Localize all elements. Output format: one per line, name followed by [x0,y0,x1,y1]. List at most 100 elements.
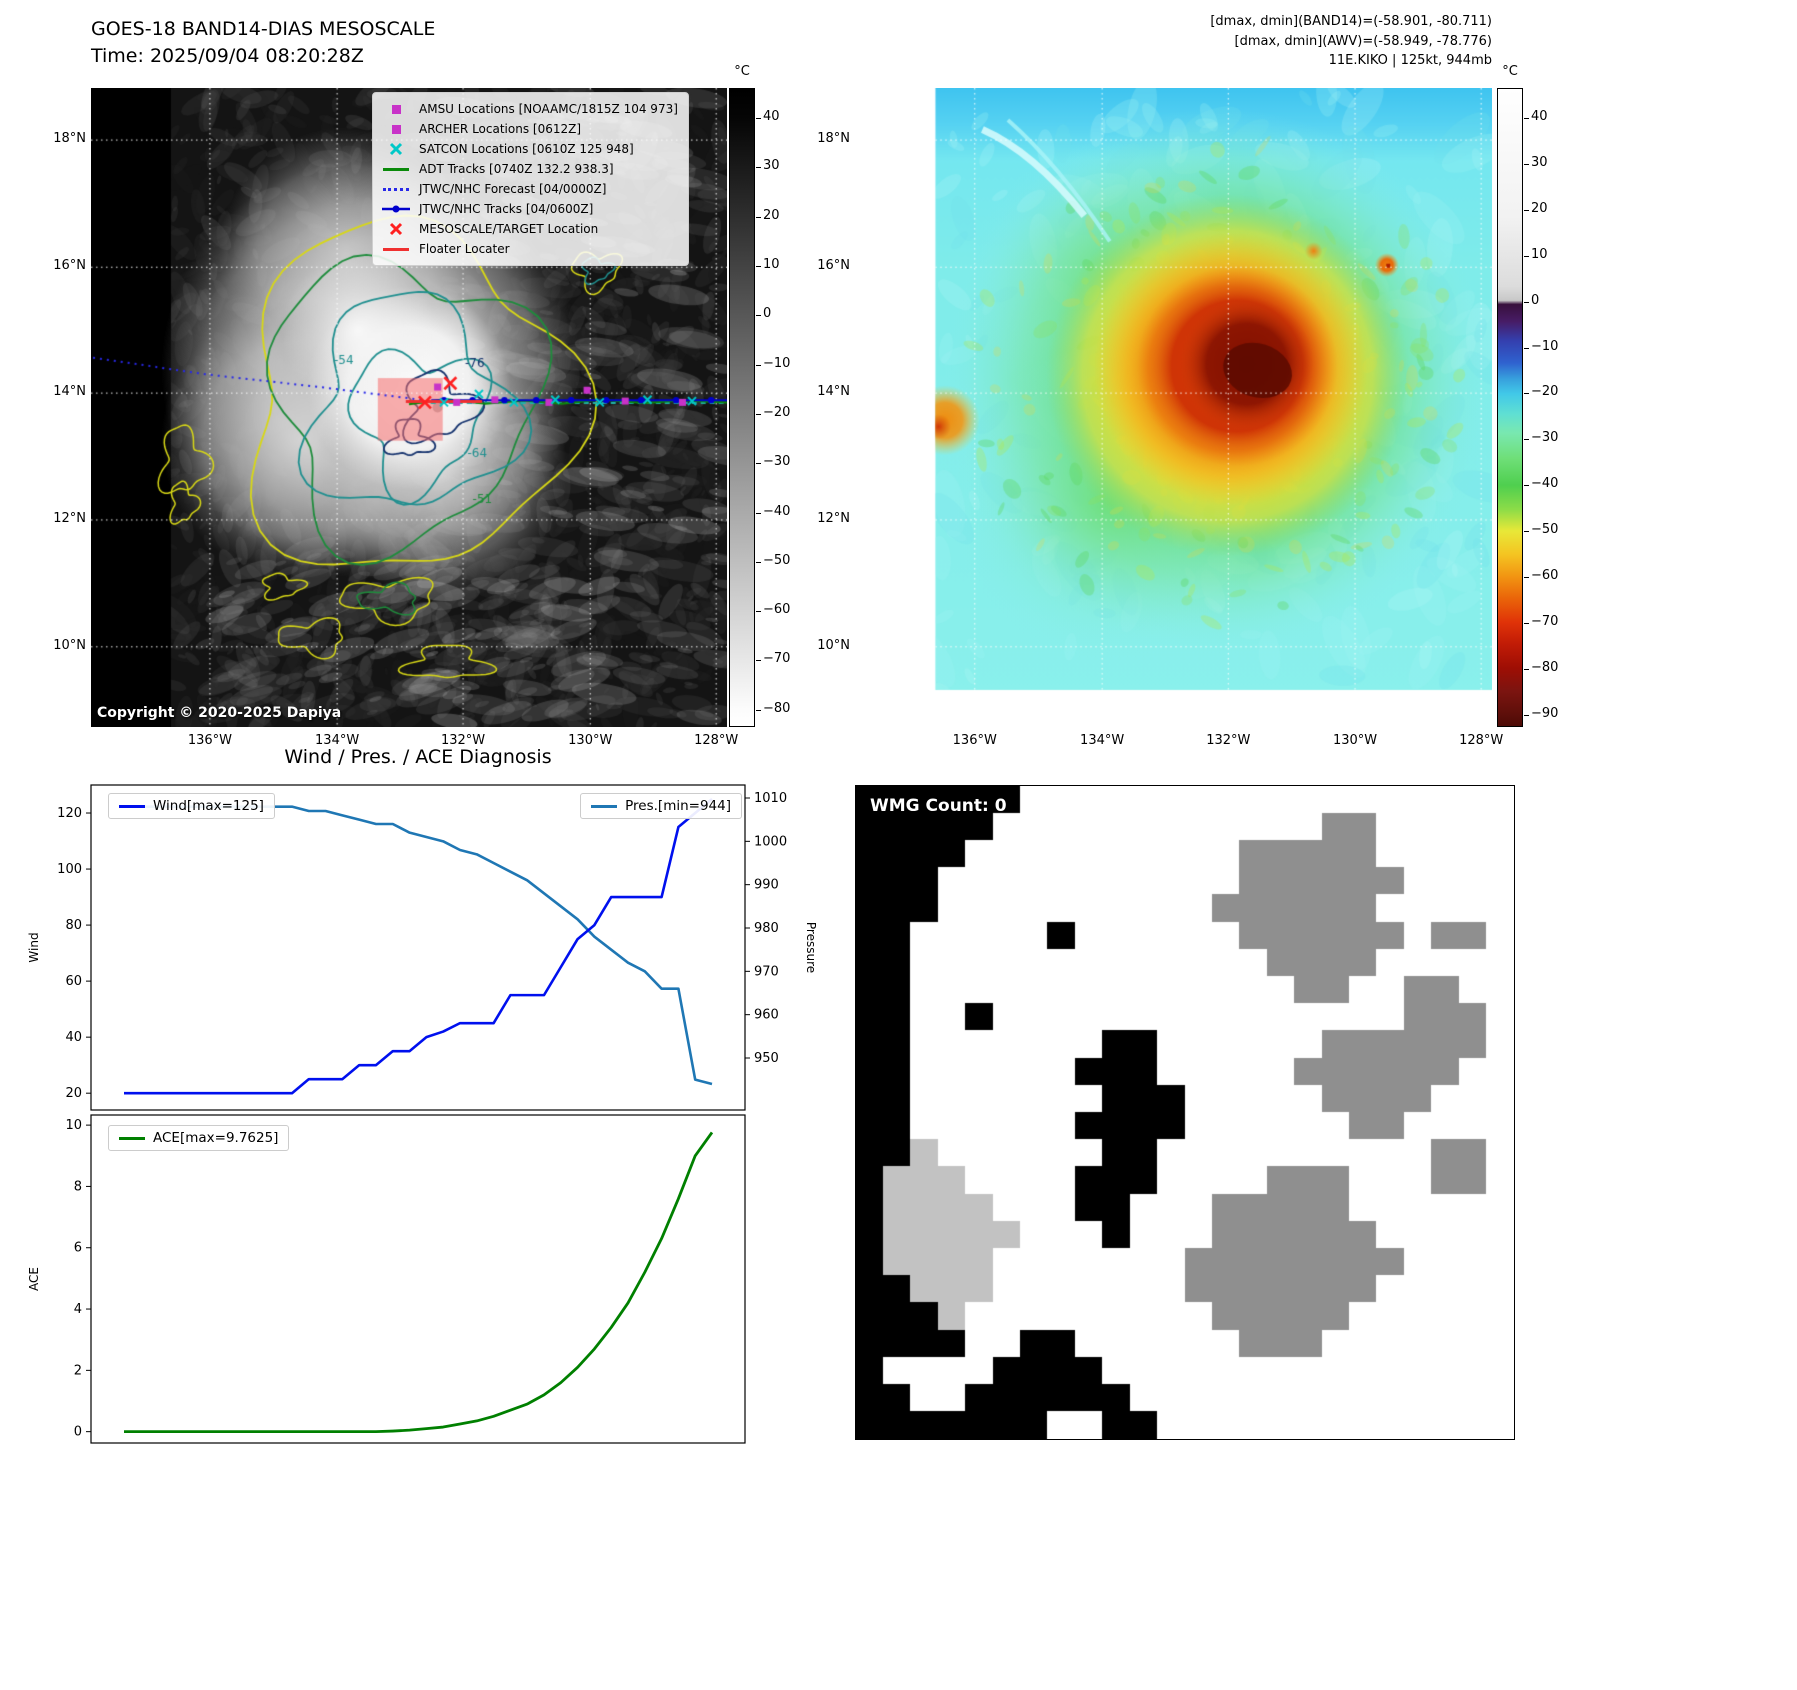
tl-colorbar-tick-label: 20 [763,207,780,223]
tl-lat-tick-label: 10°N [53,637,86,653]
tr-colorbar-tick-label: −20 [1531,384,1559,400]
tr-storm-id-line: 11E.KIKO | 125kt, 944mb [1328,53,1492,68]
ace-svg: 0 2 4 6 8 10 ACE [27,1114,746,1444]
tl-legend-item: MESOSCALE/TARGET Location [381,219,678,239]
tr-colorbar-tickmark [1524,301,1529,303]
tl-colorbar-tick-label: −70 [763,651,791,667]
tl-colorbar-tick-label: −50 [763,552,791,568]
ace-line-sample [119,1136,145,1140]
svg-text:960: 960 [754,1008,779,1023]
tr-colorbar-tickmark [1524,347,1529,349]
tl-lon-tick-label: 132°W [440,733,486,748]
wmg-panel: WMG Count: 0 [855,785,1515,1440]
tl-satellite-plot: AMSU Locations [NOAAMC/1815Z 104 973] ARC… [91,88,727,727]
tr-header-block: [dmax, dmin](BAND14)=(-58.901, -80.711) … [1210,12,1492,71]
tr-colorbar-tickmark [1524,531,1529,533]
tl-colorbar-tick-label: −40 [763,503,791,519]
tr-colorbar-tickmark [1524,209,1529,211]
wmg-count-label: WMG Count: 0 [870,796,1007,816]
tr-colorbar-tickmark [1524,714,1529,716]
tl-lon-tick-label: 130°W [568,733,613,748]
svg-text:0: 0 [74,1425,82,1440]
tl-colorbar-tickmark [756,167,761,169]
wind-legend: Wind[max=125] [108,793,275,819]
tl-colorbar-tickmark [756,315,761,317]
tr-lat-tick-label: 10°N [817,637,850,653]
tl-colorbar-tick-label: 40 [763,109,780,125]
tr-colorbar-tick-label: 30 [1531,154,1548,170]
tr-colorbar-tick-label: −40 [1531,476,1559,492]
svg-text:1000: 1000 [754,834,787,849]
tl-colorbar-tick-label: −30 [763,454,791,470]
tl-colorbar-tick-label: −10 [763,355,791,371]
tl-legend-item: AMSU Locations [NOAAMC/1815Z 104 973] [381,99,678,119]
tl-legend-item: SATCON Locations [0610Z 125 948] [381,139,678,159]
tr-colorbar-tickmark [1524,255,1529,257]
tl-title-block: GOES-18 BAND14-DIAS MESOSCALE Time: 2025… [91,16,435,69]
floater-locater-line-icon [381,247,411,251]
tr-lon-tick-label: 130°W [1332,733,1378,748]
tl-colorbar-tick-label: −60 [763,602,791,618]
tl-subtitle: Time: 2025/09/04 08:20:28Z [91,44,364,67]
tr-colorbar-tickmark [1524,118,1529,120]
tl-lat-tick-label: 14°N [53,384,86,400]
tl-legend: AMSU Locations [NOAAMC/1815Z 104 973] ARC… [372,92,689,266]
archer-square-icon [381,124,411,134]
tl-legend-item-label: MESOSCALE/TARGET Location [419,222,599,236]
jtwc-forecast-dotted-line-icon [381,187,411,191]
svg-text:Wind: Wind [27,932,41,962]
svg-text:60: 60 [65,974,82,989]
tl-legend-item-label: ADT Tracks [0740Z 132.2 938.3] [419,162,614,176]
tr-colorbar-tick-label: −30 [1531,430,1559,446]
ace-chart: 0 2 4 6 8 10 ACE ACE[max=9.7625] [20,1105,830,1455]
amsu-square-icon [381,104,411,114]
tr-lon-tick-label: 128°W [1459,733,1504,748]
tl-legend-item-label: JTWC/NHC Forecast [04/0000Z] [419,182,607,196]
tl-lon-tick-label: 134°W [315,733,360,748]
tr-satellite-canvas [855,88,1492,727]
tr-colorbar-tickmark [1524,439,1529,441]
tr-lon-tick-label: 132°W [1206,733,1251,748]
pres-line-sample [591,804,618,808]
tr-colorbar-unit: °C [1502,64,1518,79]
tl-title: GOES-18 BAND14-DIAS MESOSCALE [91,18,436,40]
tr-colorbar-tickmark [1524,163,1529,165]
adt-track-line-icon [381,167,411,171]
tr-colorbar-tick-label: 20 [1531,200,1548,216]
tr-colorbar-tick-label: −10 [1531,338,1559,354]
tl-legend-item: ADT Tracks [0740Z 132.2 938.3] [381,159,678,179]
tl-colorbar-tick-label: 30 [763,158,780,174]
tl-colorbar-tick-label: 0 [763,306,772,322]
tl-legend-item: JTWC/NHC Forecast [04/0000Z] [381,179,678,199]
svg-text:80: 80 [65,918,82,933]
bl-chart-title: Wind / Pres. / ACE Diagnosis [284,746,552,768]
tr-colorbar-tick-label: 10 [1531,246,1548,262]
tl-legend-item-label: JTWC/NHC Tracks [04/0600Z] [419,202,594,216]
svg-text:980: 980 [754,921,779,936]
svg-text:970: 970 [754,964,779,979]
tr-colorbar-tickmark [1524,577,1529,579]
tl-colorbar-tickmark [756,265,761,267]
tl-lat-tick-label: 16°N [53,258,86,274]
mesoscale-target-x-icon [381,222,411,236]
tr-colorbar-tick-label: −60 [1531,568,1559,584]
tr-colorbar-tick-label: −80 [1531,659,1559,675]
ace-legend-label: ACE[max=9.7625] [153,1130,279,1146]
tl-legend-item-label: SATCON Locations [0610Z 125 948] [419,142,634,156]
tr-colorbar-tick-label: 0 [1531,292,1540,308]
tr-colorbar-tick-label: 40 [1531,109,1548,125]
tr-colorbar-tick-label: −70 [1531,614,1559,630]
tl-legend-item: Floater Locater [381,239,678,259]
tl-colorbar-tickmark [756,512,761,514]
tl-lat-tick-label: 12°N [53,510,86,526]
tl-colorbar-tickmark [756,413,761,415]
tl-colorbar-tickmark [756,660,761,662]
tl-colorbar-tick-label: −20 [763,404,791,420]
tl-legend-item: JTWC/NHC Tracks [04/0600Z] [381,199,678,219]
wind-pressure-svg: 20 40 60 80 100 120 950 960 970 980 990 1000 1010 Win… [27,784,818,1111]
tr-lat-tick-label: 14°N [817,384,850,400]
tl-lon-tick-label: 128°W [694,733,739,748]
svg-text:4: 4 [74,1302,82,1317]
satcon-x-icon [381,142,411,156]
wind-line-sample [119,804,145,808]
